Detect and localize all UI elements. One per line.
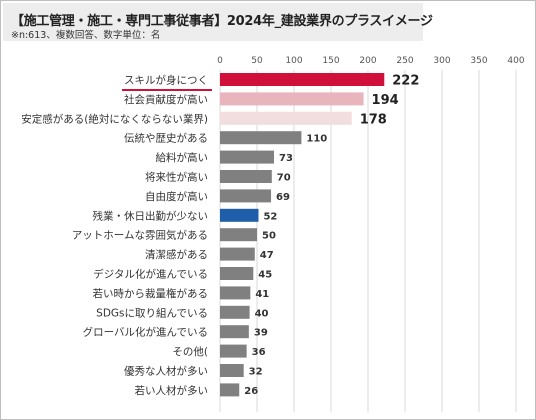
category-label: 優秀な人材が多い — [124, 365, 208, 378]
x-tick-label: 0 — [217, 56, 223, 66]
x-tick-label: 200 — [359, 56, 376, 66]
value-label: 52 — [263, 211, 277, 222]
value-label: 73 — [279, 153, 293, 164]
value-label: 110 — [306, 134, 327, 145]
bar — [220, 189, 272, 203]
category-label: 給料が高い — [156, 151, 209, 164]
value-label: 47 — [260, 250, 274, 261]
x-tick-labels: 0 50 100 150 200 250 300 350 400 — [217, 56, 525, 66]
category-label: デジタル化が進んでいる — [93, 268, 208, 281]
category-label: 伝統や歴史がある — [124, 132, 208, 145]
bar — [220, 325, 249, 339]
bar — [220, 383, 240, 397]
bar — [220, 344, 247, 358]
value-label: 194 — [372, 93, 399, 108]
category-label: 若い時から裁量権がある — [93, 287, 209, 300]
value-labels: 222 194 178 110 73 70 69 52 50 47 45 41 40 39 36 32 26 — [244, 74, 419, 397]
value-label: 41 — [255, 289, 269, 300]
value-label: 69 — [276, 192, 290, 203]
value-label: 222 — [392, 74, 419, 89]
bar — [220, 305, 250, 319]
value-label: 70 — [277, 173, 291, 184]
category-label: スキルが身につく — [124, 74, 208, 87]
bar — [220, 170, 272, 183]
chart-title: 【施工管理・施工・専門工事従事者】2024年_建設業界のプラスイメージ — [11, 14, 433, 29]
category-label: その他( — [172, 345, 208, 358]
bar — [220, 247, 255, 261]
bar — [220, 267, 254, 280]
bars — [220, 73, 385, 397]
value-label: 178 — [360, 112, 387, 127]
bar — [220, 73, 385, 86]
value-label: 36 — [252, 347, 266, 358]
category-label: グローバル化が進んでいる — [83, 326, 208, 339]
category-label: アットホームな雰囲気がある — [72, 229, 208, 242]
x-tick-label: 250 — [396, 56, 413, 66]
category-label: 将来性が高い — [145, 171, 208, 184]
bar — [220, 228, 257, 242]
x-tick-label: 100 — [285, 56, 302, 66]
bar — [220, 286, 251, 300]
value-label: 39 — [254, 328, 268, 339]
category-label: SDGsに取り組んでいる — [96, 306, 208, 319]
bar — [220, 111, 352, 125]
bar — [220, 92, 364, 106]
value-label: 50 — [262, 231, 276, 242]
category-label: 自由度が高い — [145, 190, 208, 203]
x-tick-label: 300 — [433, 56, 450, 66]
value-label: 45 — [258, 270, 272, 281]
bar — [220, 150, 275, 164]
bar — [220, 131, 302, 145]
chart-subtitle: ※n:613、複数回答、数字単位：名 — [11, 30, 161, 41]
value-label: 40 — [255, 308, 269, 319]
x-tick-label: 350 — [470, 56, 487, 66]
category-label: 安定感がある(絶対になくならない業界) — [21, 112, 208, 125]
x-tick-label: 150 — [322, 56, 339, 66]
category-label: 清潔感がある — [145, 248, 208, 261]
bar — [220, 208, 259, 222]
x-tick-label: 50 — [251, 56, 263, 66]
value-label: 32 — [249, 367, 263, 378]
category-label: 残業・休日出勤が少ない — [93, 209, 209, 222]
category-label: 社会貢献度が高い — [124, 93, 208, 106]
x-tick-label: 400 — [507, 56, 524, 66]
chart-header: 【施工管理・施工・専門工事従事者】2024年_建設業界のプラスイメージ ※n:6… — [3, 3, 433, 41]
value-label: 26 — [244, 386, 258, 397]
bar — [220, 364, 244, 377]
category-label: 若い人材が多い — [135, 384, 209, 397]
